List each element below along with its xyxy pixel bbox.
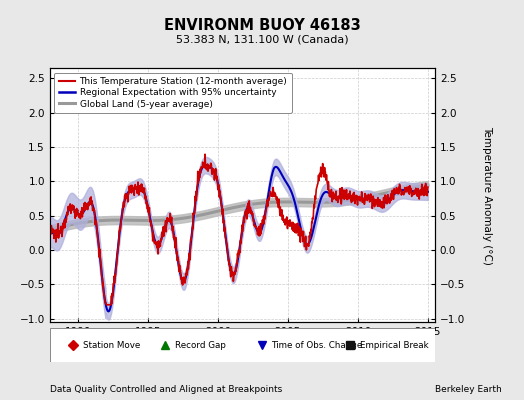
Y-axis label: Temperature Anomaly (°C): Temperature Anomaly (°C) [482,126,492,264]
Text: ENVIRONM BUOY 46183: ENVIRONM BUOY 46183 [163,18,361,33]
Text: Record Gap: Record Gap [175,340,226,350]
Text: 53.383 N, 131.100 W (Canada): 53.383 N, 131.100 W (Canada) [176,34,348,44]
Legend: This Temperature Station (12-month average), Regional Expectation with 95% uncer: This Temperature Station (12-month avera… [54,72,292,113]
Text: Empirical Break: Empirical Break [360,340,429,350]
Text: Berkeley Earth: Berkeley Earth [435,385,501,394]
Text: Data Quality Controlled and Aligned at Breakpoints: Data Quality Controlled and Aligned at B… [50,385,282,394]
Text: Station Move: Station Move [82,340,140,350]
Text: Time of Obs. Change: Time of Obs. Change [271,340,363,350]
